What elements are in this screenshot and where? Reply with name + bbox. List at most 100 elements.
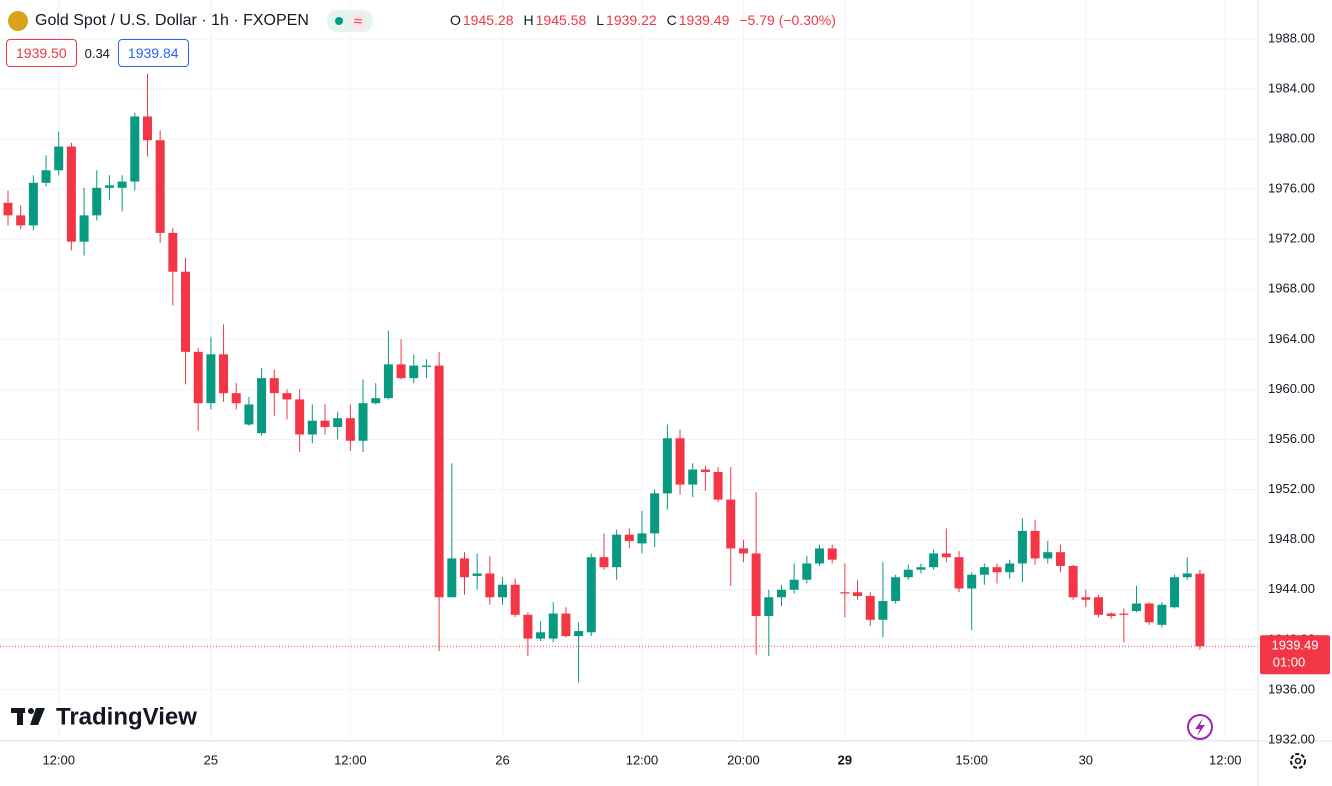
y-tick-label: 1964.00 — [1268, 331, 1315, 346]
candle-body — [916, 567, 926, 570]
x-tick-label: 25 — [204, 752, 218, 767]
candle-body — [371, 398, 381, 404]
candle-body — [992, 567, 1002, 573]
y-tick-label: 1956.00 — [1268, 431, 1315, 446]
candle-body — [536, 632, 546, 639]
candle-body — [903, 569, 913, 578]
candle-body — [434, 365, 444, 598]
candle-body — [954, 557, 964, 589]
x-tick-label: 12:00 — [334, 752, 367, 767]
candle-body — [244, 404, 254, 425]
candle-body — [142, 116, 152, 141]
candle-body — [713, 472, 723, 500]
y-axis: 1932.001936.001940.001944.001948.001952.… — [1260, 30, 1330, 746]
candle-body — [1106, 613, 1116, 617]
candle-body — [815, 548, 825, 564]
x-tick-label: 30 — [1079, 752, 1093, 767]
candle-body — [510, 584, 520, 615]
ohlc-value: 1939.22 — [606, 12, 657, 28]
candle-body — [79, 215, 89, 242]
x-tick-label: 12:00 — [626, 752, 659, 767]
lightning-button[interactable] — [1187, 714, 1213, 740]
candle-body — [624, 534, 634, 541]
settings-button[interactable] — [1290, 753, 1306, 769]
candle-body — [1068, 565, 1078, 598]
candle-body — [878, 601, 888, 620]
candle-body — [1005, 563, 1015, 573]
logo-shape — [28, 708, 34, 714]
ohlc-value: 1945.58 — [535, 12, 587, 28]
status-dot — [334, 17, 343, 25]
icon[interactable] — [1195, 718, 1205, 736]
candle-body — [637, 533, 647, 544]
y-tick-label: 1936.00 — [1268, 681, 1315, 696]
y-tick-label: 1988.00 — [1268, 30, 1315, 45]
candle-body — [485, 573, 495, 598]
ohlc-value: 1945.28 — [462, 12, 514, 28]
bid-ask: 1939.50 0.34 1939.84 — [6, 39, 189, 67]
change: −5.79 (−0.30%) — [739, 12, 836, 28]
x-tick-label: 15:00 — [955, 752, 988, 767]
candle-body — [853, 592, 863, 597]
candle-body — [789, 579, 799, 590]
candle-body — [599, 557, 609, 568]
candle-body — [459, 558, 469, 578]
candle-body — [738, 548, 748, 554]
symbol-icon — [8, 11, 28, 31]
status-pill[interactable]: ≈ — [326, 10, 374, 32]
candle-body — [776, 589, 786, 598]
candle-body — [358, 403, 368, 441]
ohlc-letter: C — [666, 12, 677, 28]
y-tick-label: 1932.00 — [1268, 731, 1315, 746]
sell-price[interactable]: 1939.50 — [6, 39, 77, 67]
candle-body — [1055, 552, 1065, 566]
icon[interactable] — [1294, 757, 1302, 765]
y-tick-label: 1944.00 — [1268, 581, 1315, 596]
y-tick-label: 1972.00 — [1268, 231, 1315, 246]
candle-body — [92, 187, 102, 216]
status-icon: ≈ — [350, 12, 366, 30]
candle-body — [1093, 597, 1103, 615]
icon[interactable] — [1187, 714, 1213, 740]
icon[interactable] — [1290, 753, 1306, 769]
candle-body — [523, 614, 533, 639]
candle-body — [231, 393, 241, 404]
candle-body — [168, 232, 178, 272]
candle-body — [967, 574, 977, 589]
candle-body — [320, 420, 330, 427]
candle-body — [726, 499, 736, 549]
price-label: 1939.49 — [1272, 638, 1319, 653]
candle-body — [650, 493, 660, 534]
candle-body — [333, 418, 343, 427]
candle-body — [802, 563, 812, 580]
candle-body — [764, 597, 774, 617]
candle-body — [548, 613, 558, 639]
candle-body — [41, 170, 51, 183]
candle-body — [662, 438, 672, 494]
candle-body — [257, 378, 267, 434]
spread: 0.34 — [84, 45, 110, 61]
candle-body — [1043, 552, 1053, 559]
x-axis: 12:00 25 12:00 26 12:00 20:00 29 15:00 30 12:00 — [42, 752, 1241, 767]
x-tick-label: 29 — [838, 752, 852, 767]
candle-body — [827, 548, 837, 560]
candle-body — [1081, 597, 1091, 600]
candle-body — [117, 181, 127, 188]
candle-body — [1195, 573, 1205, 647]
candle-body — [1170, 577, 1180, 608]
buy-price[interactable]: 1939.84 — [117, 39, 189, 67]
candle-body — [586, 557, 596, 633]
ohlc-letter: L — [596, 12, 605, 28]
y-tick-label: 1948.00 — [1268, 531, 1315, 546]
candle-body — [181, 271, 191, 352]
ohlc-value: 1939.49 — [678, 12, 730, 28]
x-tick-label: 12:00 — [42, 752, 75, 767]
candle-body — [206, 354, 216, 404]
candle-body — [219, 354, 229, 394]
countdown: 01:00 — [1273, 655, 1306, 670]
ohlc-legend: O 1945.28 H 1945.58 L 1939.22 C 1939.49 −5.7… — [450, 12, 844, 28]
candle-body — [1157, 604, 1167, 625]
candle-body — [1132, 603, 1142, 612]
candle-body — [383, 364, 393, 399]
